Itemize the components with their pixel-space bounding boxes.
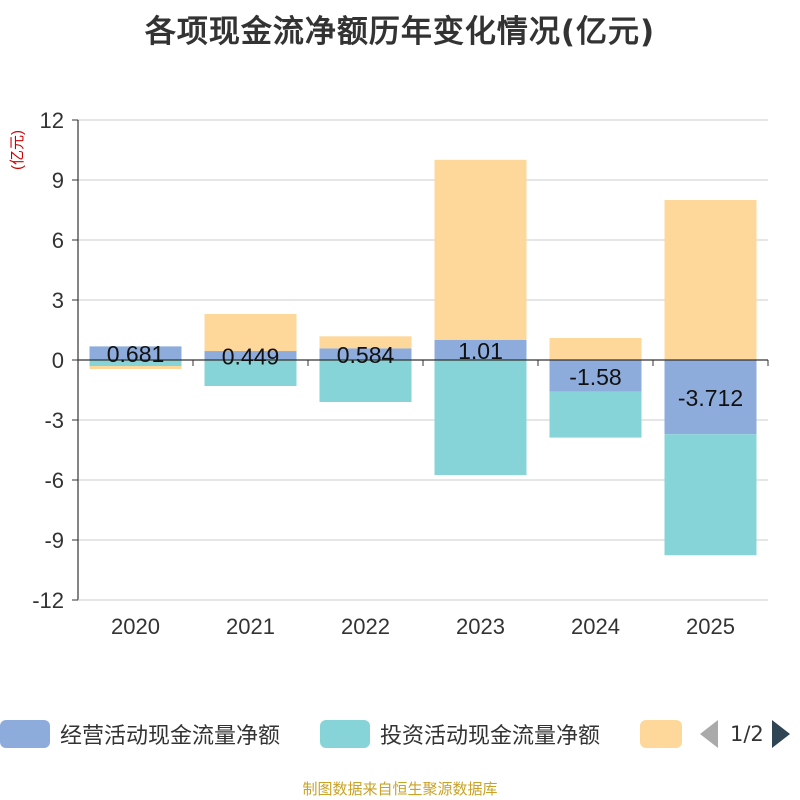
bar-2023-series-2[interactable]	[434, 159, 527, 340]
y-tick-label: -3	[44, 408, 64, 433]
bar-2020-series-0[interactable]	[89, 346, 182, 360]
y-tick-label: 9	[52, 168, 64, 193]
bar-2025-series-2[interactable]	[664, 200, 757, 360]
bar-2021-series-2[interactable]	[204, 314, 297, 352]
y-tick-label: 6	[52, 228, 64, 253]
legend-label-operating: 经营活动现金流量净额	[60, 724, 281, 749]
legend-pager: 1/2	[700, 716, 790, 752]
x-tick-label: 2024	[571, 614, 620, 639]
data-label-2020: 0.681	[107, 341, 165, 367]
bar-2025-series-0[interactable]	[664, 360, 757, 435]
bar-2021-series-0[interactable]	[204, 351, 297, 360]
bar-2024-series-1[interactable]	[549, 391, 642, 438]
data-label-2025: -3.712	[678, 385, 743, 411]
bar-2020-series-1[interactable]	[89, 360, 182, 366]
data-label-2022: 0.584	[337, 342, 395, 368]
y-tick-label: -6	[44, 468, 64, 493]
bar-2024-series-0[interactable]	[549, 360, 642, 392]
y-tick-label: 0	[52, 348, 64, 373]
bar-2024-series-2[interactable]	[549, 338, 642, 360]
x-tick-label: 2021	[226, 614, 275, 639]
y-tick-label: -9	[44, 528, 64, 553]
bar-2020-series-2[interactable]	[89, 366, 182, 369]
data-label-2023: 1.01	[458, 338, 503, 364]
data-labels: 0.681 0.449 0.584 1.01 -1.58 -3.712	[107, 338, 743, 411]
axes: 12 9 6 3 0 -3 -6 -9 -12 2020 2021 2022 2023 2024 2025	[32, 108, 769, 639]
legend-page-indicator: 1/2	[730, 722, 764, 746]
legend-item-operating[interactable]: 经营活动现金流量净额	[0, 716, 280, 752]
bar-2022-series-1[interactable]	[319, 360, 412, 402]
y-tick-label: 3	[52, 288, 64, 313]
x-tick-label: 2025	[686, 614, 735, 639]
bar-2025-series-1[interactable]	[664, 434, 757, 556]
source-note: 制图数据来自恒生聚源数据库	[302, 780, 498, 798]
x-tick-label: 2022	[341, 614, 390, 639]
y-tick-label: -12	[32, 588, 64, 613]
bar-2023-series-1[interactable]	[434, 360, 527, 475]
x-tick-label: 2020	[111, 614, 160, 639]
legend-label-investing: 投资活动现金流量净额	[380, 724, 601, 749]
bar-2023-series-0[interactable]	[434, 339, 527, 360]
legend-prev-icon[interactable]	[700, 720, 718, 748]
y-tick-label: 12	[40, 108, 64, 133]
legend-swatch-investing	[320, 720, 370, 748]
legend-item-investing[interactable]: 投资活动现金流量净额	[320, 716, 600, 752]
data-label-2021: 0.449	[222, 344, 280, 370]
legend: 经营活动现金流量净额 投资活动现金流量净额	[0, 716, 800, 756]
legend-item-financing[interactable]	[640, 716, 682, 752]
legend-swatch-financing	[640, 720, 682, 748]
data-label-2024: -1.58	[569, 364, 621, 390]
chart-title: 各项现金流净额历年变化情况(亿元)	[144, 14, 656, 50]
bar-2021-series-1[interactable]	[204, 360, 297, 386]
bar-2022-series-0[interactable]	[319, 348, 412, 360]
x-tick-label: 2023	[456, 614, 505, 639]
legend-swatch-operating	[0, 720, 50, 748]
legend-next-icon[interactable]	[771, 720, 790, 748]
bar-2022-series-2[interactable]	[319, 336, 412, 349]
y-axis-label: (亿元)	[9, 130, 26, 170]
bar-group	[89, 159, 757, 556]
